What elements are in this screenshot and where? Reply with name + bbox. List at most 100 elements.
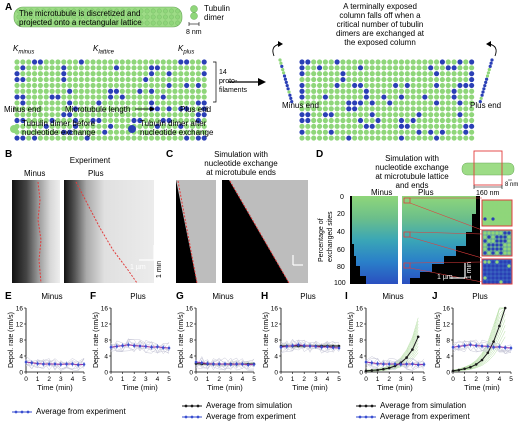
x-tick-label: 4 [498, 376, 502, 383]
protofilaments-count: 14 [219, 69, 227, 76]
panel-label-d: D [316, 149, 324, 160]
kymograph-experiment-minus [12, 180, 60, 283]
plot-g-title: Minus [212, 292, 234, 301]
x-tick-label: 3 [314, 376, 318, 383]
kymograph-experiment-plus [64, 180, 154, 283]
x-axis-label: Time (min) [464, 383, 500, 392]
y-tick-label: 4 [19, 353, 23, 360]
simulation-point [416, 335, 420, 339]
y-tick-label: 12 [16, 321, 24, 328]
x-tick-label: 0 [109, 376, 113, 383]
plot-i-title: Minus [382, 292, 404, 301]
x-axis-label: Time (min) [377, 383, 413, 392]
legend-after-text-1: Tubulin dimer after [140, 119, 207, 128]
plus-end-trace [75, 181, 138, 284]
minus-end-label: Minus end [4, 105, 41, 114]
falloff-text-5: the exposed column [344, 38, 416, 47]
y-tick-label: 8 [189, 337, 193, 344]
legend-after-icon [128, 125, 136, 133]
simulation-point [405, 356, 408, 359]
simulation-point [370, 369, 374, 372]
k-lattice-label: Klattice [93, 44, 115, 56]
x-axis-label: Time (min) [122, 383, 158, 392]
panel-label-b: B [5, 149, 13, 160]
panel-d-minus: Minus [371, 188, 393, 197]
legend-simulation-icon-2 [356, 404, 376, 408]
panel-b-title: Experiment [69, 156, 111, 165]
panel-d-tick-40: 40 [337, 229, 345, 236]
y-axis-label: Depol. rate (nm/s) [435, 312, 442, 368]
panel-label-e: E [5, 291, 12, 302]
y-tick-label: 12 [271, 321, 279, 328]
x-axis-label: Time (min) [207, 383, 243, 392]
simulation-point [463, 367, 466, 371]
x-tick-label: 2 [217, 376, 221, 383]
x-tick-label: 4 [411, 376, 415, 383]
y-tick-label: 0 [19, 369, 23, 376]
panel-c-title-2: nucleotide exchange [204, 159, 278, 168]
x-tick-label: 1 [376, 376, 380, 383]
x-axis-label: Time (min) [37, 383, 73, 392]
individual-trace [110, 340, 170, 354]
falloff-text-4: dimers are exchanged at [335, 29, 425, 38]
individual-trace [195, 358, 255, 371]
y-tick-label: 0 [274, 369, 278, 376]
right-minus-end-label: Minus end [282, 101, 319, 110]
protofilaments-label-1: proto- [219, 78, 238, 85]
simulation-point [492, 340, 495, 343]
x-tick-label: 3 [486, 376, 490, 383]
y-axis-label: Depol. rate (nm/s) [178, 312, 185, 368]
panel-label-h: H [261, 291, 269, 302]
panel-b-plus: Plus [88, 169, 104, 178]
lattice-left [14, 59, 207, 141]
legend-experiment-text: Average from experiment [36, 407, 126, 416]
x-tick-label: 1 [36, 376, 40, 383]
simulation-point [364, 369, 368, 373]
y-tick-label: 16 [443, 305, 451, 312]
simulation-point [382, 367, 385, 371]
simulation-point [411, 348, 414, 351]
x-tick-label: 5 [509, 376, 513, 383]
x-tick-label: 2 [132, 376, 136, 383]
y-tick-label: 0 [189, 369, 193, 376]
simulation-point [457, 368, 461, 372]
right-plus-end-label: Plus end [470, 101, 502, 110]
individual-trace [196, 358, 255, 371]
x-tick-label: 0 [279, 376, 283, 383]
individual-trace [110, 338, 170, 354]
legend-simulation-text: Average from simulation [206, 401, 293, 410]
transition-arrow [228, 78, 266, 86]
x-tick-label: 4 [241, 376, 245, 383]
panel-d-title-2: nucleotide exchange [375, 163, 449, 172]
x-tick-label: 5 [167, 376, 171, 383]
falloff-text-3: critical number of tubulin [336, 20, 424, 29]
x-tick-label: 2 [47, 376, 51, 383]
x-tick-label: 0 [364, 376, 368, 383]
y-tick-label: 8 [19, 337, 23, 344]
x-tick-label: 4 [326, 376, 330, 383]
plot-e-title: Minus [41, 292, 63, 301]
individual-trace [280, 342, 340, 353]
panel-d-title-1: Simulation with [385, 154, 439, 163]
protofilaments-label-2: filaments [219, 87, 248, 94]
y-tick-label: 4 [274, 353, 278, 360]
panel-d-scale-len: 1 µm [437, 274, 453, 281]
legend-simulation-icon [182, 404, 202, 408]
individual-trace [25, 358, 85, 365]
panel-label-c: C [166, 149, 174, 160]
k-plus-label: Kplus [178, 44, 195, 56]
legend-before-icon [10, 125, 18, 133]
simulation-point [469, 365, 472, 369]
y-tick-label: 8 [446, 337, 450, 344]
y-tick-label: 4 [359, 353, 363, 360]
y-tick-label: 16 [271, 305, 279, 312]
simulation-point [503, 306, 507, 310]
